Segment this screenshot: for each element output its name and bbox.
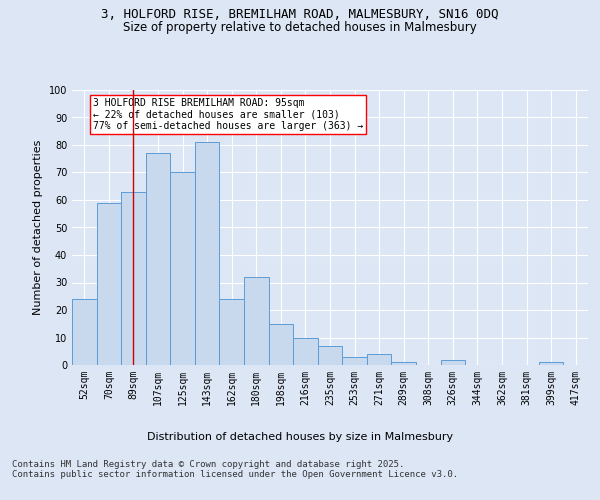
Bar <box>195 142 220 365</box>
Bar <box>244 277 269 365</box>
Bar <box>170 172 195 365</box>
Text: Contains HM Land Registry data © Crown copyright and database right 2025.
Contai: Contains HM Land Registry data © Crown c… <box>12 460 458 479</box>
Text: Size of property relative to detached houses in Malmesbury: Size of property relative to detached ho… <box>123 21 477 34</box>
Text: 3, HOLFORD RISE, BREMILHAM ROAD, MALMESBURY, SN16 0DQ: 3, HOLFORD RISE, BREMILHAM ROAD, MALMESB… <box>101 8 499 20</box>
Bar <box>391 362 416 365</box>
Bar <box>342 357 367 365</box>
Text: Distribution of detached houses by size in Malmesbury: Distribution of detached houses by size … <box>147 432 453 442</box>
Text: 3 HOLFORD RISE BREMILHAM ROAD: 95sqm
← 22% of detached houses are smaller (103)
: 3 HOLFORD RISE BREMILHAM ROAD: 95sqm ← 2… <box>93 98 363 132</box>
Bar <box>220 299 244 365</box>
Bar <box>440 360 465 365</box>
Bar <box>72 299 97 365</box>
Bar <box>539 362 563 365</box>
Bar <box>269 324 293 365</box>
Bar <box>97 203 121 365</box>
Bar <box>293 338 318 365</box>
Bar <box>121 192 146 365</box>
Y-axis label: Number of detached properties: Number of detached properties <box>33 140 43 315</box>
Bar <box>367 354 391 365</box>
Bar <box>318 346 342 365</box>
Bar <box>146 153 170 365</box>
